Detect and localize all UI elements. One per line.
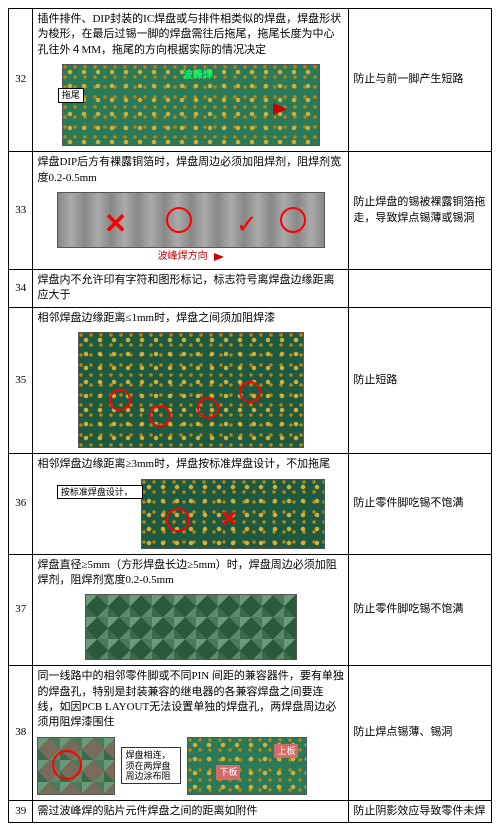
desc-text: 焊盘内不允许印有字符和图形标记，标志符号离焊盘边缘距离应大于 xyxy=(37,274,334,301)
figure-area: 焊盘相连，须在两焊盘周边涂布阻 上板 下板 xyxy=(37,735,344,797)
arrow-icon xyxy=(214,253,224,261)
row-description: 相邻焊盘边缘距离≤1mm时，焊盘之间须加阻焊漆 xyxy=(33,307,349,453)
row-number: 32 xyxy=(9,9,33,152)
pcb-image: ✕ xyxy=(141,479,325,549)
row-reason: 防止短路 xyxy=(349,307,492,453)
row-description: 相邻焊盘边缘距离≥3mm时，焊盘按标准焊盘设计，不加拖尾 按标准焊盘设计， ✕ xyxy=(33,454,349,554)
row-number: 35 xyxy=(9,307,33,453)
desc-text: 焊盘DIP后方有裸露铜箔时，焊盘周边必须加阻焊剂，阻焊剂宽度0.2-0.5mm xyxy=(37,155,344,186)
figure-area xyxy=(37,592,344,662)
row-reason: 防止焊盘的锡被裸露铜箔拖走，导致焊点锡薄或锡洞 xyxy=(349,152,492,270)
badge-top: 上板 xyxy=(274,744,298,759)
circle-mark-icon xyxy=(239,381,261,403)
row-number: 34 xyxy=(9,269,33,307)
table-row: 37 焊盘直径≥5mm（方形焊盘长边≥5mm）时，焊盘周边必须加阻焊剂，阻焊剂宽… xyxy=(9,554,492,666)
arrow-caption: 波峰焊方向 xyxy=(57,250,325,264)
row-number: 33 xyxy=(9,152,33,270)
circle-mark-icon xyxy=(280,207,306,233)
row-reason: 防止焊点锡薄、锡洞 xyxy=(349,666,492,801)
table-row: 33 焊盘DIP后方有裸露铜箔时，焊盘周边必须加阻焊剂，阻焊剂宽度0.2-0.5… xyxy=(9,152,492,270)
circle-mark-icon xyxy=(197,397,219,419)
arrow-caption-text: 波峰焊方向 xyxy=(158,251,208,262)
desc-text: 插件排件、DIP封装的IC焊盘或与排件相类似的焊盘，焊盘形状为梭形，在最后过锡一… xyxy=(37,12,344,58)
row-reason: 防止阴影效应导致零件未焊 xyxy=(349,800,492,822)
row-number: 38 xyxy=(9,666,33,801)
figure-area: 按标准焊盘设计， ✕ xyxy=(37,477,344,551)
row-reason: 防止零件脚吃锡不饱满 xyxy=(349,554,492,666)
row-description: 焊盘内不允许印有字符和图形标记，标志符号离焊盘边缘距离应大于 xyxy=(33,269,349,307)
circle-mark-icon xyxy=(52,750,82,780)
row-description: 需过波峰焊的贴片元件焊盘之间的距离如附件 xyxy=(33,800,349,822)
callout-label: 拖尾 xyxy=(58,88,84,103)
pcb-image: 波峰焊 xyxy=(62,64,320,146)
check-mark-icon: ✓ xyxy=(236,207,258,243)
pcb-image-right: 上板 下板 xyxy=(187,737,307,795)
circle-mark-icon xyxy=(109,389,131,411)
spec-table: 32 插件排件、DIP封装的IC焊盘或与排件相类似的焊盘，焊盘形状为梭形，在最后… xyxy=(8,8,492,823)
figure-area: ✕ ✓ 波峰焊方向 xyxy=(37,190,344,266)
row-description: 同一线路中的相邻零件脚或不同PIN 间距的兼容器件，要有单独的焊盘孔，特别是封装… xyxy=(33,666,349,801)
desc-text: 同一线路中的相邻零件脚或不同PIN 间距的兼容器件，要有单独的焊盘孔，特别是封装… xyxy=(37,669,344,731)
desc-text: 相邻焊盘边缘距离≤1mm时，焊盘之间须加阻焊漆 xyxy=(37,311,344,326)
table-row: 36 相邻焊盘边缘距离≥3mm时，焊盘按标准焊盘设计，不加拖尾 按标准焊盘设计，… xyxy=(9,454,492,554)
desc-text: 需过波峰焊的贴片元件焊盘之间的距离如附件 xyxy=(37,805,257,817)
row-description: 焊盘直径≥5mm（方形焊盘长边≥5mm）时，焊盘周边必须加阻焊剂，阻焊剂宽度0.… xyxy=(33,554,349,666)
row-number: 39 xyxy=(9,800,33,822)
row-reason xyxy=(349,269,492,307)
circle-mark-icon xyxy=(166,207,192,233)
pixelated-image-left xyxy=(37,737,115,795)
arrow-icon xyxy=(273,103,287,115)
circle-mark-icon xyxy=(149,405,171,427)
table-row: 38 同一线路中的相邻零件脚或不同PIN 间距的兼容器件，要有单独的焊盘孔，特别… xyxy=(9,666,492,801)
pixelated-image xyxy=(85,594,297,660)
callout-label: 焊盘相连，须在两焊盘周边涂布阻 xyxy=(121,747,181,784)
circle-mark-icon xyxy=(166,508,190,532)
row-description: 插件排件、DIP封装的IC焊盘或与排件相类似的焊盘，焊盘形状为梭形，在最后过锡一… xyxy=(33,9,349,152)
table-row: 35 相邻焊盘边缘距离≤1mm时，焊盘之间须加阻焊漆 防止短路 xyxy=(9,307,492,453)
row-reason: 防止零件脚吃锡不饱满 xyxy=(349,454,492,554)
figure-area: 拖尾 波峰焊 xyxy=(37,62,344,148)
badge-bottom: 下板 xyxy=(216,765,240,780)
desc-text: 相邻焊盘边缘距离≥3mm时，焊盘按标准焊盘设计，不加拖尾 xyxy=(37,457,344,472)
figure-area xyxy=(37,330,344,450)
row-description: 焊盘DIP后方有裸露铜箔时，焊盘周边必须加阻焊剂，阻焊剂宽度0.2-0.5mm … xyxy=(33,152,349,270)
smd-image: ✕ ✓ xyxy=(57,192,325,248)
table-row: 32 插件排件、DIP封装的IC焊盘或与排件相类似的焊盘，焊盘形状为梭形，在最后… xyxy=(9,9,492,152)
row-number: 36 xyxy=(9,454,33,554)
table-row: 34 焊盘内不允许印有字符和图形标记，标志符号离焊盘边缘距离应大于 xyxy=(9,269,492,307)
x-mark-icon: ✕ xyxy=(104,205,127,244)
callout-label: 按标准焊盘设计， xyxy=(57,485,143,500)
pcb-image xyxy=(78,332,304,448)
table-row: 39 需过波峰焊的贴片元件焊盘之间的距离如附件 防止阴影效应导致零件未焊 xyxy=(9,800,492,822)
x-mark-icon: ✕ xyxy=(220,504,238,535)
row-number: 37 xyxy=(9,554,33,666)
row-reason: 防止与前一脚产生短路 xyxy=(349,9,492,152)
desc-text: 焊盘直径≥5mm（方形焊盘长边≥5mm）时，焊盘周边必须加阻焊剂，阻焊剂宽度0.… xyxy=(37,558,344,589)
overlay-text: 波峰焊 xyxy=(183,69,213,83)
